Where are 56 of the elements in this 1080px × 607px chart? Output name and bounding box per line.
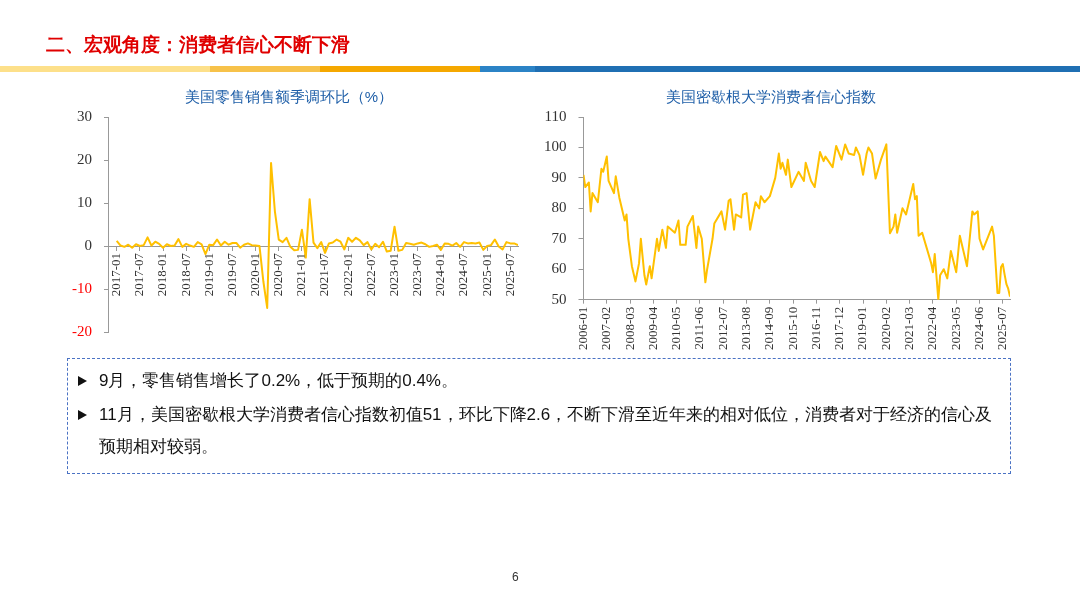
x-tick-label: 2020-07 (270, 252, 286, 297)
y-tick-label: 50 (551, 290, 567, 307)
x-tick-label: 2022-01 (339, 253, 355, 297)
x-tick-label: 2020-02 (877, 306, 893, 351)
y-tick-label: 70 (551, 229, 567, 246)
x-tick-label: 2024-01 (432, 253, 448, 297)
text: 9月，零售销售增长了0.2%，低于预期的0.4%。 (99, 370, 458, 392)
y-tick-label: 20 (77, 150, 92, 167)
x-tick-label: 2019-07 (223, 252, 239, 297)
x-tick-label: 2018-01 (154, 253, 170, 297)
text: 11月，美国密歇根大学消费者信心指数初值51，环比下降2.6，不断下滑至近年来的相对低位，消费者对于经济的信心及预期相对较弱。 (99, 404, 994, 458)
x-tick-label: 2025-07 (994, 306, 1010, 351)
x-tick-label: 2022-07 (362, 252, 378, 297)
y-tick-label: 30 (77, 107, 92, 124)
y-tick-label: 110 (544, 107, 567, 124)
x-tick-label: 2009-04 (644, 306, 660, 351)
chart-title: 美国零售销售额季调环比（%） (184, 88, 394, 106)
x-tick-label: 2021-07 (316, 252, 332, 297)
x-tick-label: 2017-07 (131, 252, 147, 297)
x-tick-label: 2010-05 (668, 306, 684, 351)
x-tick-label: 2025-01 (478, 253, 494, 297)
x-tick-label: 2017-12 (831, 306, 847, 351)
x-tick-label: 2023-07 (409, 252, 425, 297)
x-tick-label: 2008-03 (621, 306, 637, 351)
y-tick-label: 10 (77, 193, 92, 210)
y-tick-label: -10 (72, 279, 92, 296)
x-tick-label: 2011-06 (691, 306, 707, 350)
y-tick-label: 0 (84, 236, 92, 253)
x-tick-label: 2013-08 (738, 306, 753, 351)
x-tick-label: 2025-07 (501, 252, 517, 297)
x-tick-label: 2007-02 (598, 306, 614, 351)
x-tick-label: 2018-07 (177, 252, 193, 297)
text: 二、宏观角度：消费者信心不断下滑 (46, 33, 350, 57)
y-tick-label: 100 (544, 138, 567, 155)
x-tick-label: 2023-01 (385, 253, 401, 297)
x-tick-label: 2015-10 (784, 306, 800, 351)
x-tick-label: 2023-05 (947, 306, 963, 351)
x-tick-label: 2019-01 (854, 306, 870, 351)
y-tick-label: 80 (551, 199, 567, 216)
x-tick-label: 2022-04 (924, 306, 940, 351)
chart-title: 美国密歇根大学消费者信心指数 (666, 88, 876, 106)
x-tick-label: 2024-07 (455, 252, 471, 297)
y-tick-label: 60 (551, 260, 567, 277)
x-tick-label: 2012-07 (714, 306, 730, 351)
text: 6 (512, 570, 519, 584)
x-tick-label: 2016-11 (807, 306, 823, 350)
x-tick-label: 2021-03 (901, 306, 917, 351)
y-tick-label: -20 (72, 322, 92, 339)
x-tick-label: 2006-01 (574, 306, 590, 351)
x-tick-label: 2020-01 (247, 253, 263, 297)
x-tick-label: 2017-01 (108, 253, 124, 297)
x-tick-label: 2019-01 (200, 253, 216, 297)
x-tick-label: 2021-01 (293, 253, 309, 297)
x-tick-label: 2014-09 (761, 306, 777, 351)
y-tick-label: 90 (551, 168, 567, 185)
x-tick-label: 2024-06 (970, 306, 986, 351)
